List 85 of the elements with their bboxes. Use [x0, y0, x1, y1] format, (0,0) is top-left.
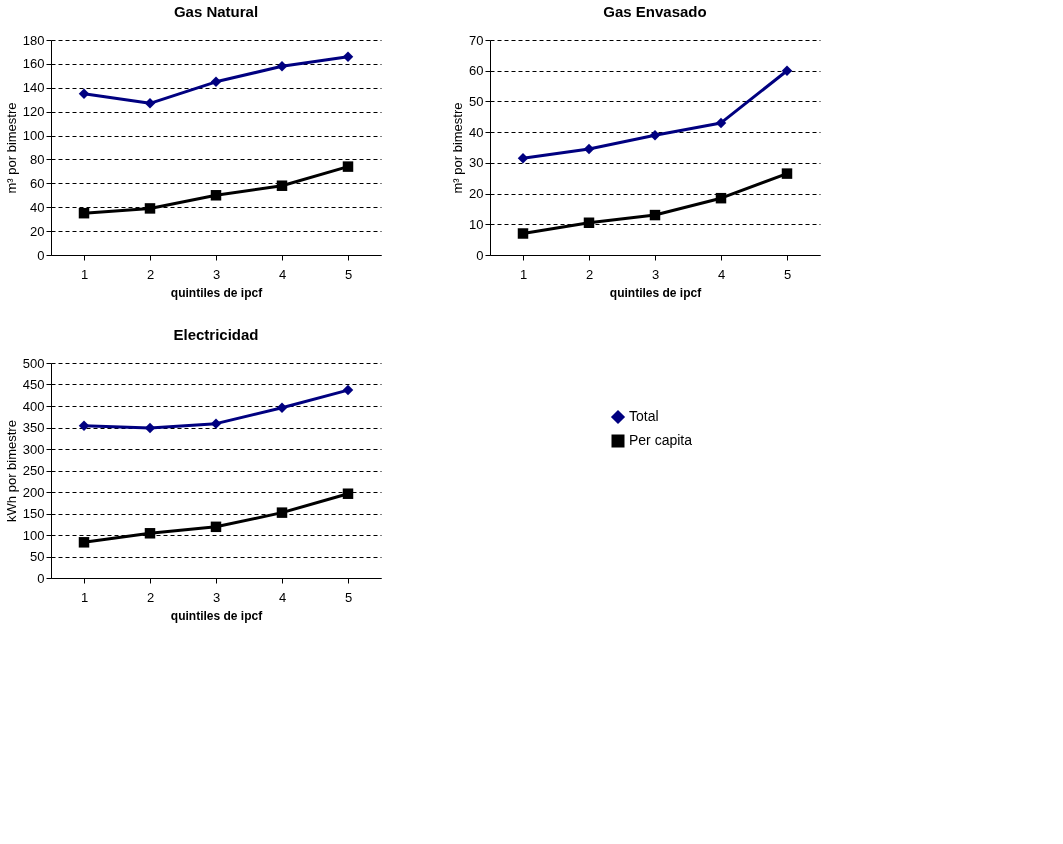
x-tick-label: 4: [278, 266, 287, 282]
x-tick-label: 5: [783, 266, 792, 282]
x-axis-title: quintiles de ipcf: [170, 285, 264, 300]
x-axis-title: quintiles de ipcf: [609, 285, 703, 300]
x-tick-label: 4: [278, 589, 287, 605]
point: [649, 129, 661, 141]
y-tick-label: 80: [30, 151, 45, 167]
y-tick-label: 140: [22, 80, 45, 96]
y-tick-label: 120: [22, 104, 45, 120]
point: [649, 209, 661, 221]
y-tick-label: 500: [22, 355, 45, 371]
y-tick-label: 150: [22, 506, 45, 521]
y-tick-label: 40: [30, 199, 45, 215]
y-tick-label: 40: [469, 124, 484, 140]
y-tick-label: 0: [37, 570, 45, 586]
point: [78, 88, 90, 99]
point: [781, 168, 793, 179]
legend-label: Total: [629, 408, 659, 424]
x-tick-label: 1: [80, 266, 89, 282]
y-tick-label: 0: [37, 247, 45, 263]
y-tick-label: 250: [22, 463, 45, 478]
point: [210, 76, 222, 88]
x-tick-label: 5: [344, 266, 353, 282]
y-tick-label: 30: [469, 155, 484, 171]
point: [144, 98, 156, 109]
point: [276, 180, 288, 191]
x-tick-label: 5: [344, 589, 353, 605]
y-tick-label: 10: [469, 216, 484, 232]
point: [144, 422, 156, 434]
x-tick-label: 4: [717, 266, 726, 282]
y-axis-title: kWh por bimestre: [3, 420, 19, 522]
x-tick-label: 2: [146, 266, 155, 282]
point: [517, 228, 529, 239]
y-tick-label: 0: [476, 247, 484, 263]
point: [276, 507, 288, 518]
y-tick-label: 50: [469, 93, 484, 109]
point: [78, 420, 90, 432]
point: [715, 192, 727, 204]
x-tick-label: 3: [212, 266, 221, 282]
point: [144, 203, 156, 214]
point: [583, 217, 595, 228]
x-tick-label: 3: [212, 589, 221, 605]
y-tick-label: 350: [22, 420, 45, 435]
point: [342, 384, 354, 396]
y-tick-label: 60: [30, 175, 45, 191]
y-tick-label: 20: [469, 186, 484, 202]
y-tick-label: 180: [22, 32, 45, 48]
x-tick-label: 1: [519, 266, 528, 282]
chart-title: Electricidad: [173, 326, 259, 343]
point: [342, 51, 354, 62]
point: [342, 488, 354, 499]
y-tick-label: 20: [30, 223, 45, 239]
chart-title: Gas Envasado: [603, 3, 707, 20]
x-axis-title: quintiles de ipcf: [170, 608, 264, 623]
legend-label: Per capita: [629, 432, 693, 448]
y-tick-label: 100: [22, 128, 45, 144]
x-tick-label: 2: [146, 589, 155, 605]
y-axis-title: m³ por bimestre: [3, 102, 19, 194]
point: [210, 418, 222, 429]
y-axis-title: m³ por bimestre: [450, 102, 466, 194]
point: [276, 402, 288, 413]
point: [210, 521, 222, 533]
y-tick-label: 70: [469, 32, 484, 48]
point: [78, 207, 90, 219]
point: [781, 65, 793, 76]
point: [210, 190, 222, 201]
point: [78, 537, 90, 548]
chart-title: Gas Natural: [173, 3, 259, 20]
point: [583, 143, 595, 155]
y-tick-label: 60: [469, 63, 484, 79]
y-tick-label: 300: [22, 441, 45, 457]
y-tick-label: 450: [22, 377, 45, 392]
y-tick-label: 100: [22, 527, 45, 543]
y-tick-label: 200: [22, 484, 45, 500]
point: [276, 61, 288, 72]
y-tick-label: 50: [30, 549, 45, 564]
point: [715, 117, 727, 129]
x-tick-label: 1: [80, 589, 89, 605]
y-tick-label: 400: [22, 398, 45, 414]
x-tick-label: 3: [651, 266, 660, 282]
point: [342, 161, 354, 172]
x-tick-label: 2: [585, 266, 594, 282]
point: [144, 528, 156, 539]
y-tick-label: 160: [22, 56, 45, 72]
point: [517, 153, 529, 164]
